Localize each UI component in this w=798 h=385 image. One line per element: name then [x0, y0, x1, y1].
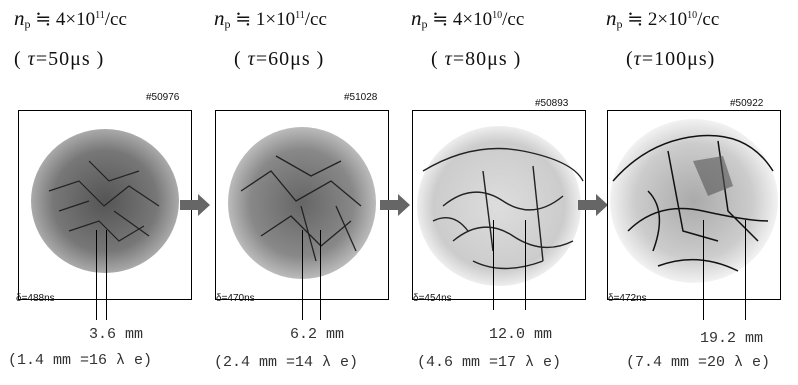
- plasma-image-3: [417, 126, 584, 286]
- spacing-4: 19.2 mm: [700, 330, 764, 347]
- plasma-image-4: [610, 119, 778, 283]
- tau-label-1: ( τ=50μs ): [14, 48, 105, 70]
- spacing-2: 6.2 mm: [290, 326, 345, 343]
- panel-1: np ≒ 4×1011/cc ( τ=50μs ) #50976 δ=488ns…: [8, 0, 209, 385]
- delta-label-4: δ=472ns: [608, 293, 647, 304]
- image-frame-1: [18, 110, 192, 300]
- shot-number-2: #51028: [344, 92, 378, 103]
- tau-label-3: ( τ=80μs ): [431, 48, 522, 70]
- delta-label-3: δ=454ns: [413, 293, 452, 304]
- marker-right-4: [745, 220, 746, 320]
- panel-2: np ≒ 1×1011/cc ( τ=60μs ) #51028 δ=470ns…: [214, 0, 409, 385]
- density-label-1: np ≒ 4×1011/cc: [14, 6, 127, 31]
- density-label-2: np ≒ 1×1011/cc: [214, 6, 327, 31]
- marker-right-3: [525, 220, 526, 310]
- plasma-image-1: [31, 129, 179, 273]
- arrow-right-3: [578, 194, 608, 216]
- marker-left-3: [493, 220, 494, 310]
- wavelength-3: (4.6 mm =17 λ e): [417, 354, 562, 371]
- marker-left-2: [302, 230, 303, 320]
- arrow-right-2: [380, 194, 410, 216]
- delta-label-1: δ=488ns: [16, 293, 55, 304]
- wavelength-4: (7.4 mm =20 λ e): [626, 354, 771, 371]
- marker-left-1: [96, 230, 97, 320]
- shot-number-1: #50976: [146, 92, 180, 103]
- panel-4: np ≒ 2×1010/cc (τ=100μs) #50922 δ=472ns …: [606, 0, 798, 385]
- shot-number-4: #50922: [730, 98, 764, 109]
- wavelength-1: (1.4 mm =16 λ e): [8, 352, 153, 369]
- arrow-right-1: [180, 194, 210, 216]
- panel-3: np ≒ 4×1010/cc ( τ=80μs ) #50893 δ=454ns…: [411, 0, 606, 385]
- density-label-4: np ≒ 2×1010/cc: [606, 6, 720, 31]
- plasma-image-2: [228, 127, 376, 279]
- spacing-1: 3.6 mm: [89, 326, 144, 343]
- image-frame-4: [607, 110, 781, 300]
- shot-number-3: #50893: [535, 98, 569, 109]
- density-label-3: np ≒ 4×1010/cc: [411, 6, 525, 31]
- wavelength-2: (2.4 mm =14 λ e): [214, 354, 359, 371]
- marker-left-4: [703, 220, 704, 320]
- delta-label-2: δ=470ns: [216, 293, 255, 304]
- spacing-3: 12.0 mm: [489, 326, 553, 343]
- tau-label-2: ( τ=60μs ): [234, 48, 325, 70]
- marker-right-1: [106, 230, 107, 320]
- tau-label-4: (τ=100μs): [626, 48, 716, 70]
- marker-right-2: [320, 230, 321, 320]
- image-frame-3: [412, 110, 586, 300]
